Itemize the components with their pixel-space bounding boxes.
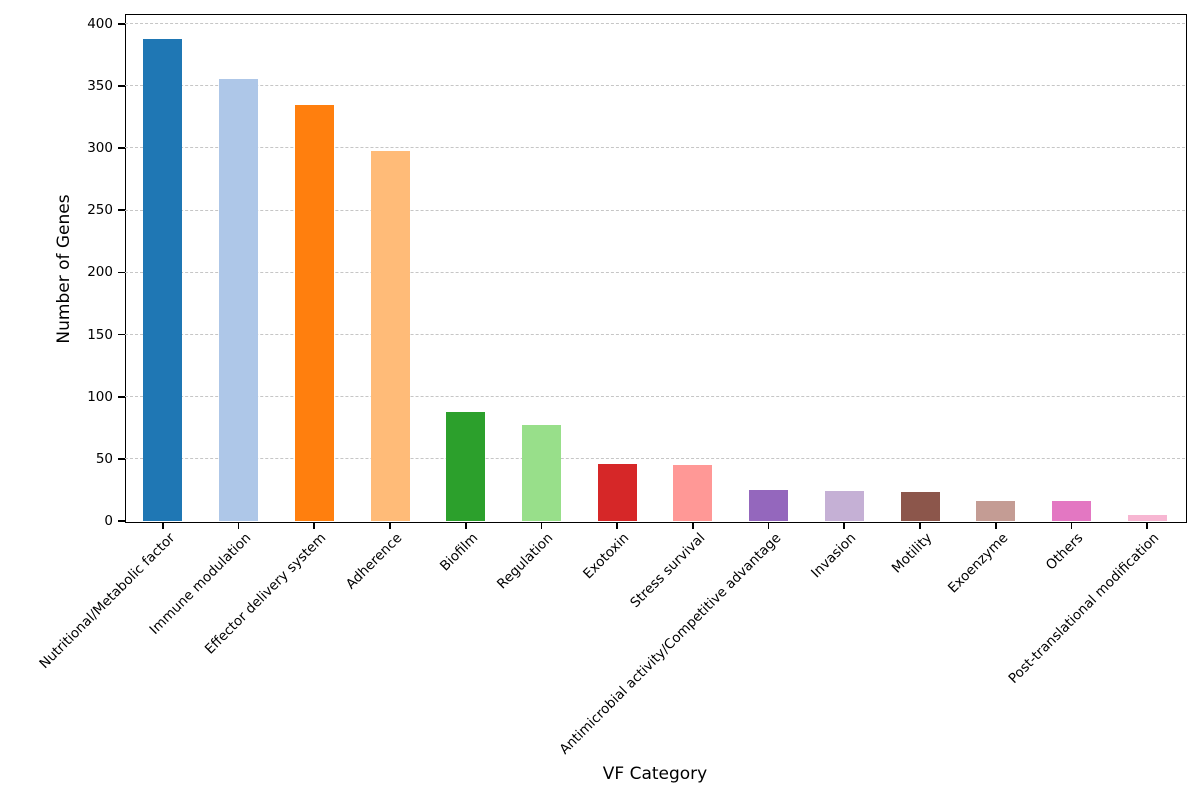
bar	[219, 78, 259, 521]
bar	[597, 463, 637, 521]
y-tick-mark	[118, 85, 125, 87]
bar	[521, 425, 561, 521]
gridline-200	[125, 271, 1185, 273]
y-tick-label: 250	[87, 202, 113, 219]
y-tick-mark	[118, 457, 125, 460]
y-tick-mark	[118, 147, 125, 150]
gridline-400	[125, 23, 1185, 25]
gridline-100	[125, 395, 1185, 397]
gridline-150	[125, 333, 1185, 335]
bar	[976, 501, 1016, 521]
x-tick-mark	[919, 522, 921, 529]
x-tick-mark	[540, 522, 543, 529]
bar	[824, 491, 864, 521]
gridline-300	[125, 147, 1185, 149]
x-tick-mark	[389, 522, 391, 529]
y-axis-label: Number of Genes	[54, 194, 74, 344]
bar	[900, 492, 940, 521]
bar	[749, 489, 789, 521]
y-tick-mark	[118, 271, 125, 274]
x-tick-mark	[767, 522, 770, 529]
x-tick-mark	[237, 522, 240, 529]
x-tick-mark	[161, 522, 164, 529]
x-axis-label: VF Category	[602, 764, 708, 784]
y-tick-label: 100	[87, 388, 113, 405]
x-tick-mark	[691, 522, 694, 529]
x-tick-mark	[1146, 522, 1149, 529]
bar	[446, 411, 486, 521]
bar	[370, 150, 410, 521]
bar	[143, 38, 183, 521]
y-tick-label: 0	[104, 513, 113, 529]
gridline-250	[125, 209, 1185, 211]
y-tick-mark	[118, 520, 125, 522]
y-tick-mark	[118, 333, 125, 336]
y-tick-mark	[118, 395, 125, 398]
x-tick-mark	[994, 522, 997, 529]
y-tick-label: 200	[87, 264, 113, 281]
x-tick-mark	[313, 522, 316, 529]
bar	[294, 104, 334, 521]
bar	[673, 465, 713, 521]
y-tick-label: 350	[87, 78, 113, 95]
y-tick-label: 300	[87, 140, 113, 157]
bar	[1127, 514, 1167, 521]
y-tick-mark	[118, 209, 125, 212]
y-tick-mark	[118, 23, 125, 25]
y-tick-label: 150	[87, 326, 113, 343]
y-tick-label: 400	[87, 15, 113, 32]
plot-area	[125, 14, 1187, 523]
gridline-350	[125, 85, 1185, 87]
x-tick-mark	[843, 522, 846, 529]
x-tick-mark	[464, 522, 467, 529]
bar	[1051, 501, 1091, 521]
x-tick-mark	[1070, 522, 1073, 529]
x-tick-mark	[616, 522, 619, 529]
gridline-50	[125, 458, 1185, 460]
y-tick-label: 50	[95, 450, 113, 467]
x-tick-label: Nutritional/Metabolic factor	[36, 530, 179, 672]
